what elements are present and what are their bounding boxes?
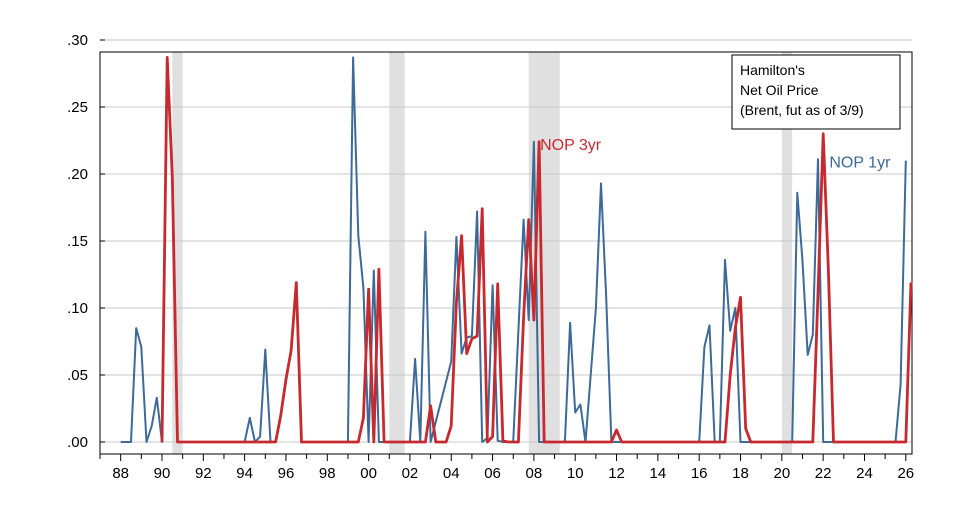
y-tick-label: .15 (67, 233, 88, 250)
legend-line-1: Hamilton's (740, 62, 805, 78)
x-tick-label: 06 (484, 465, 501, 482)
x-tick-label: 20 (773, 465, 790, 482)
y-tick-label: .10 (67, 300, 88, 317)
y-axis: .00 .05 .10 .15 .20 .25 .30 (67, 32, 105, 451)
legend-frame (731, 54, 901, 130)
legend-line-3: (Brent, fut as of 3/9) (740, 102, 864, 118)
series-labels: NOP 1yr NOP 3yr (540, 137, 891, 171)
y-tick-label: .20 (67, 166, 88, 183)
x-tick-label: 08 (526, 465, 543, 482)
x-tick-label: 88 (112, 465, 129, 482)
recession-band (172, 52, 183, 454)
x-tick-label: 04 (443, 465, 460, 482)
x-tick-label: 12 (608, 465, 625, 482)
x-tick-label: 10 (567, 465, 584, 482)
legend-box: Hamilton's Net Oil Price (Brent, fut as … (731, 54, 901, 130)
y-tick-label: .05 (67, 367, 88, 384)
x-tick-label: 94 (236, 465, 253, 482)
recession-band (389, 52, 405, 454)
legend-line-2: Net Oil Price (740, 82, 819, 98)
x-tick-label: 92 (195, 465, 212, 482)
x-tick-label: 22 (815, 465, 832, 482)
recession-shading-layer (172, 52, 793, 454)
x-tick-label: 24 (856, 465, 873, 482)
x-tick-label: 02 (402, 465, 419, 482)
x-tick-label: 98 (319, 465, 336, 482)
series-label-nop-3yr: NOP 3yr (540, 137, 602, 154)
y-tick-label: .30 (67, 32, 88, 49)
y-tick-label: .00 (67, 434, 88, 451)
x-tick-label: 14 (650, 465, 667, 482)
x-tick-label: 00 (360, 465, 377, 482)
x-tick-label: 16 (691, 465, 708, 482)
x-tick-label: 96 (278, 465, 295, 482)
series-line-nop-1yr (120, 56, 907, 443)
x-tick-label: 26 (897, 465, 914, 482)
series-lines (120, 56, 913, 444)
series-label-nop-1yr: NOP 1yr (829, 154, 891, 171)
x-tick-label: 90 (154, 465, 171, 482)
y-tick-label: .25 (67, 99, 88, 116)
plot-frame (99, 51, 913, 455)
recession-band (781, 52, 793, 454)
x-tick-label: 18 (732, 465, 749, 482)
x-axis: 88 90 92 94 96 98 00 02 04 06 08 10 12 14 16 18 20 22 24 26 (99, 454, 914, 482)
series-line-nop-3yr (160, 56, 913, 444)
